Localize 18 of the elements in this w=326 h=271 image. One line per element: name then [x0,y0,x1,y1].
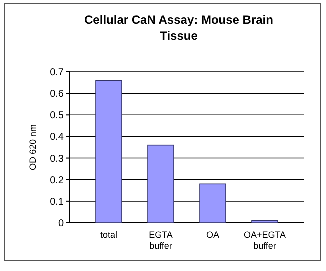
bar [148,144,174,224]
chart-title: Cellular CaN Assay: Mouse Brain Tissue [84,13,274,43]
y-axis-title: OD 620 nm [28,124,38,171]
y-tick-label: 0.2 [50,175,64,186]
y-tick-label: 0.6 [50,89,64,100]
x-tick-label: EGTA buffer [149,230,173,251]
bar [200,184,226,224]
x-tick-label: OA [206,230,220,240]
y-tick-label: 0.4 [50,132,64,144]
bar [252,220,278,224]
x-tick-label: OA+EGTA buffer [244,230,286,251]
y-tick-label: 0.3 [50,154,64,165]
bar [96,80,122,224]
y-tick-label: 0 [58,218,64,230]
x-tick-label: total [100,230,118,240]
y-tick-label: 0.1 [50,196,64,208]
y-tick-label: 0.7 [50,68,64,78]
y-tick-label: 0.5 [50,110,64,122]
